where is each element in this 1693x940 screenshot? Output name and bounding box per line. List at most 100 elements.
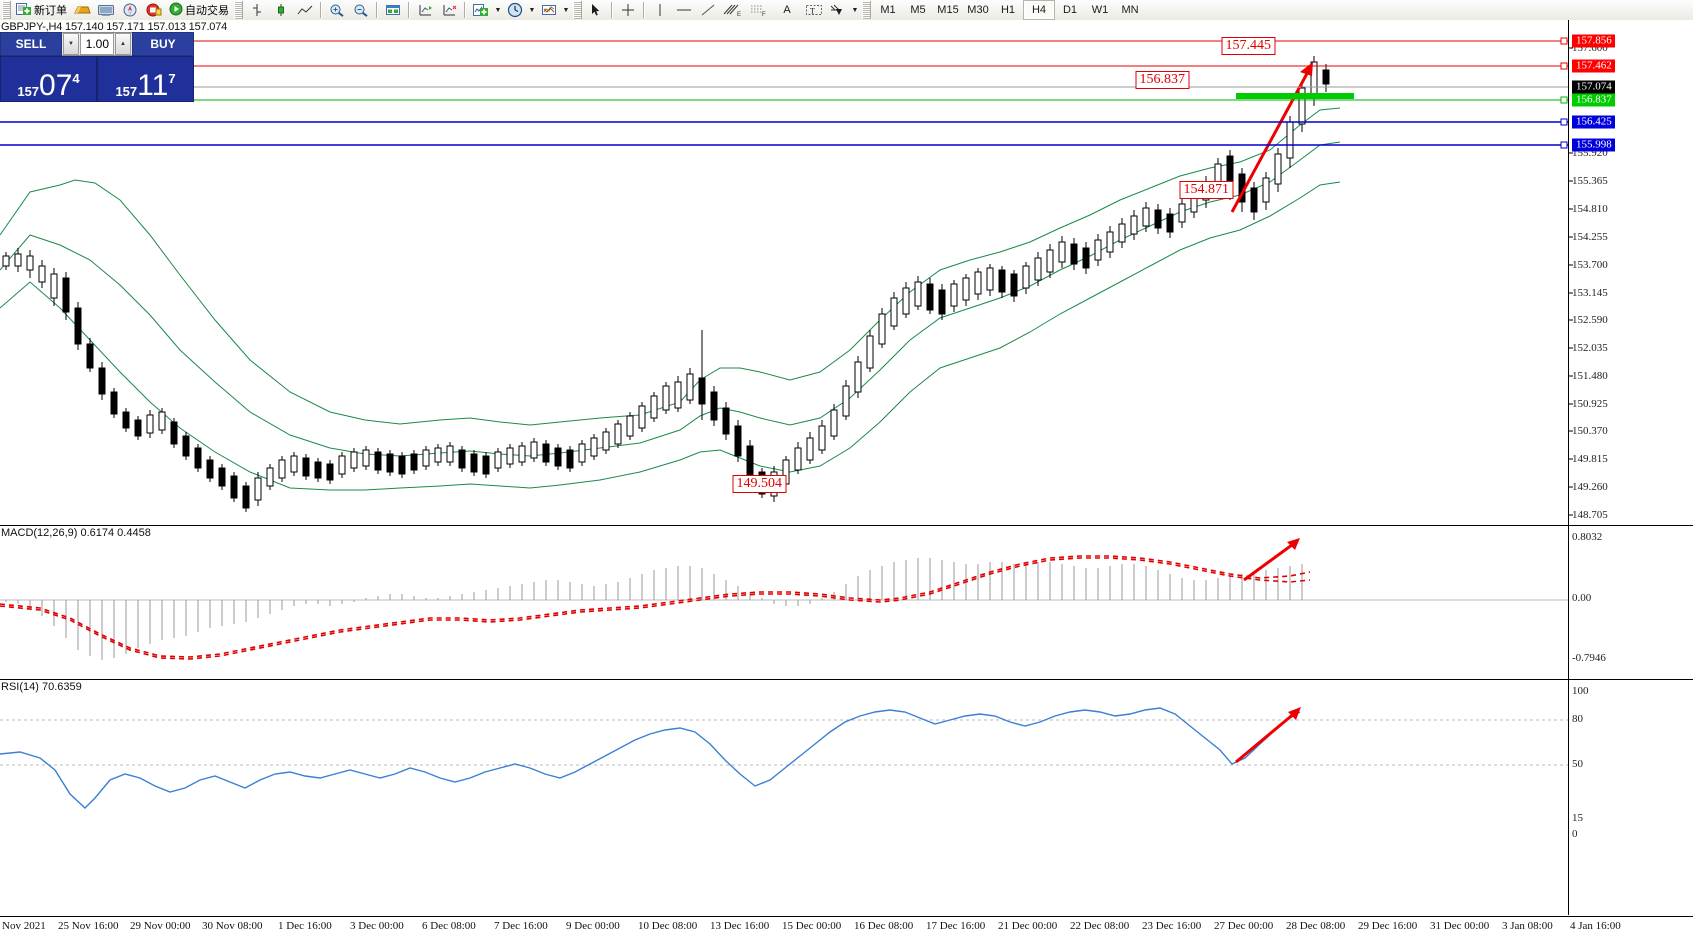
level-tag-155998[interactable]: 155.998 — [1572, 138, 1615, 152]
buy-price-prefix: 157 — [115, 84, 138, 99]
svg-text:T: T — [810, 7, 815, 16]
fibonacci-icon[interactable]: F — [746, 1, 772, 19]
macd-trend-arrow — [1243, 538, 1300, 582]
templates-dropdown-caret-icon[interactable]: ▼ — [562, 6, 570, 14]
period-clock-icon[interactable] — [503, 1, 527, 19]
level-tag-156425[interactable]: 156.425 — [1572, 115, 1615, 129]
level-tag-156837[interactable]: 156.837 — [1572, 93, 1615, 107]
price-pane[interactable] — [0, 20, 1568, 525]
bar-chart-icon[interactable] — [245, 1, 269, 19]
toolbar-grip-4[interactable] — [862, 1, 871, 19]
buy-button[interactable]: BUY — [132, 32, 194, 56]
toolbar-grip[interactable] — [2, 1, 11, 19]
macd-tick: 0.00 — [1572, 592, 1592, 604]
price-tick: 150.925 — [1572, 398, 1608, 410]
rsi-pane[interactable] — [0, 682, 1568, 912]
auto-trading-icon — [169, 2, 183, 19]
templates-icon[interactable] — [537, 1, 561, 19]
indicator-add-icon[interactable] — [469, 1, 493, 19]
indicator-dropdown-caret-icon[interactable]: ▼ — [494, 6, 502, 14]
arrows-dropdown-caret-icon[interactable]: ▼ — [851, 6, 859, 14]
timeframe-h4[interactable]: H4 — [1023, 0, 1055, 20]
equidistant-channel-icon[interactable]: E — [720, 1, 746, 19]
toolbar-separator-1 — [320, 2, 322, 18]
timeframe-mn[interactable]: MN — [1121, 4, 1139, 16]
rsi-tick: 100 — [1572, 685, 1589, 697]
sell-button[interactable]: SELL — [0, 32, 62, 56]
macd-tick: 0.8032 — [1572, 531, 1603, 543]
level-tag-157462[interactable]: 157.462 — [1572, 59, 1615, 73]
gold-bar-icon[interactable] — [70, 1, 94, 19]
price-axis-line — [1568, 20, 1569, 915]
arrows-icon[interactable] — [826, 1, 850, 19]
price-tick: 150.370 — [1572, 425, 1608, 437]
vline-icon[interactable] — [648, 1, 672, 19]
trendline-icon[interactable] — [696, 1, 720, 19]
time-label: 22 Dec 08:00 — [1070, 920, 1130, 932]
price-tick: 153.700 — [1572, 259, 1608, 271]
timeframe-m5[interactable]: M5 — [910, 4, 926, 16]
zoom-in-icon[interactable] — [325, 1, 349, 19]
price-tick: 155.365 — [1572, 175, 1608, 187]
time-label: 13 Dec 16:00 — [710, 920, 770, 932]
terminal-icon[interactable] — [94, 1, 118, 19]
toolbar-separator-6 — [643, 2, 645, 18]
main-toolbar: 新订单 自动交易 — [0, 0, 1693, 21]
chart-canvas-area[interactable]: GBPJPY-,H4 157.140 157.171 157.013 157.0… — [0, 20, 1693, 939]
timeframe-m1[interactable]: M1 — [880, 4, 896, 16]
level-tag-157856[interactable]: 157.856 — [1572, 34, 1615, 48]
price-tick: 154.255 — [1572, 231, 1608, 243]
bollinger-middle-band — [0, 141, 1341, 457]
price-tick: 152.590 — [1572, 314, 1608, 326]
cursor-icon[interactable] — [584, 1, 608, 19]
navigator-icon[interactable] — [118, 1, 142, 19]
new-order-button[interactable]: 新订单 — [13, 1, 70, 19]
auto-trading-label: 自动交易 — [185, 5, 229, 17]
volume-field-group[interactable]: ▼ 1.00 ▲ — [62, 32, 132, 56]
text-icon[interactable]: A — [783, 4, 791, 16]
alert-icon[interactable] — [142, 1, 166, 19]
toolbar-separator-3 — [408, 2, 410, 18]
symbol-header: GBPJPY-,H4 157.140 157.171 157.013 157.0… — [1, 21, 228, 33]
timeframe-m30[interactable]: M30 — [967, 4, 989, 16]
data-window-icon[interactable] — [381, 1, 405, 19]
price-tick: 149.815 — [1572, 453, 1608, 465]
sell-price-display[interactable]: 157 07 4 — [0, 56, 97, 102]
rsi-tick: 80 — [1572, 713, 1583, 725]
shift-end-icon[interactable] — [413, 1, 437, 19]
timeframe-w1[interactable]: W1 — [1091, 4, 1109, 16]
auto-trading-button[interactable]: 自动交易 — [166, 1, 232, 19]
rsi-tick: 15 — [1572, 812, 1583, 824]
toolbar-grip-2[interactable] — [234, 1, 243, 19]
annotation-swing-low: 149.504 — [732, 475, 786, 493]
crosshair-icon[interactable] — [616, 1, 640, 19]
time-label: 29 Nov 00:00 — [130, 920, 191, 932]
text-label-icon[interactable]: T — [802, 1, 826, 19]
timeframe-d1[interactable]: D1 — [1062, 4, 1078, 16]
bollinger-lower-band — [0, 181, 1341, 491]
time-label: 6 Dec 08:00 — [422, 920, 476, 932]
zoom-out-icon[interactable] — [349, 1, 373, 19]
auto-scroll-icon[interactable] — [437, 1, 461, 19]
level-tag-current-bid[interactable]: 157.074 — [1572, 80, 1615, 94]
period-dropdown-caret-icon[interactable]: ▼ — [528, 6, 536, 14]
volume-decrement-button[interactable]: ▼ — [63, 33, 79, 55]
one-click-trading-panel[interactable]: SELL ▼ 1.00 ▲ BUY 157 07 4 157 11 7 — [0, 32, 194, 108]
volume-input[interactable]: 1.00 — [80, 33, 114, 55]
time-label: 4 Jan 16:00 — [1570, 920, 1621, 932]
macd-pane[interactable] — [0, 528, 1568, 673]
timeframe-m15[interactable]: M15 — [937, 4, 959, 16]
hline-icon[interactable] — [672, 1, 696, 19]
time-label: 7 Dec 16:00 — [494, 920, 548, 932]
volume-increment-button[interactable]: ▲ — [115, 33, 131, 55]
buy-price-display[interactable]: 157 11 7 — [97, 56, 194, 102]
new-order-icon — [16, 2, 32, 19]
timeframe-h1[interactable]: H1 — [1000, 4, 1016, 16]
line-chart-icon[interactable] — [293, 1, 317, 19]
toolbar-grip-3[interactable] — [573, 1, 582, 19]
rsi-tick: 0 — [1572, 828, 1578, 840]
candlestick-chart-icon[interactable] — [269, 1, 293, 19]
price-tick: 151.480 — [1572, 370, 1608, 382]
buy-price-fraction: 7 — [168, 71, 176, 86]
